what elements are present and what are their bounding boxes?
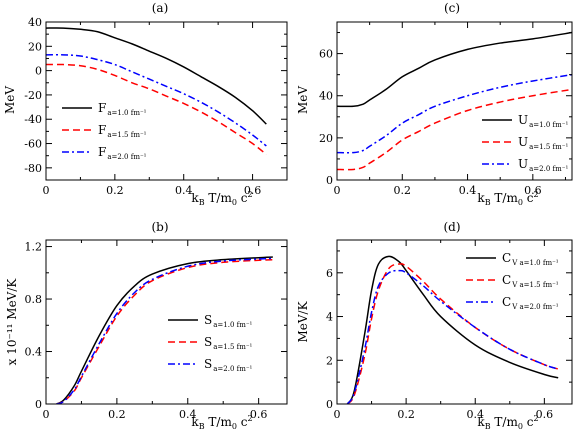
panel-d: (d) 0 0.2 0.4 0.6 0 2 4 6 MeV/K kB T/m0 c2 CV a=1.0… (296, 220, 573, 431)
y-axis-label: x 10⁻¹¹ MeV/K (5, 278, 19, 366)
y-tick-label: -40 (24, 113, 42, 126)
series-line-3 (337, 73, 572, 154)
series-line-1 (337, 31, 572, 108)
panel-letter: (b) (151, 220, 168, 234)
panel-letter: (d) (443, 220, 460, 234)
plot-frame (336, 239, 573, 405)
x-tick-label: 0 (334, 184, 341, 197)
x-tick-label: 0.4 (175, 184, 193, 197)
x-tick-label: 0 (334, 408, 341, 421)
x-tick-label: 0.2 (394, 184, 412, 197)
y-tick-label: 0 (35, 398, 42, 411)
y-axis-label: MeV (296, 86, 310, 114)
x-axis-label: kB T/m0 c2 (191, 414, 252, 431)
x-tick-label: 0.6 (250, 408, 268, 421)
y-tick-label: 0.8 (25, 293, 43, 306)
y-tick-label: 40 (319, 90, 333, 103)
x-axis-label: kB T/m0 c2 (191, 190, 252, 207)
legend-entry-3: Fa=2.0 fm⁻¹ (98, 145, 147, 161)
x-tick-label: 0.6 (244, 184, 262, 197)
y-tick-label: 0 (326, 398, 333, 411)
legend-entry-3: CV a=2.0 fm⁻¹ (502, 295, 559, 311)
y-tick-label: 0.4 (25, 346, 43, 359)
y-tick-label: -80 (24, 162, 42, 175)
y-tick-label: 60 (319, 48, 333, 61)
x-axis-label: kB T/m0 c2 (477, 190, 538, 207)
panel-c: (c) 0 0.2 0.4 0.6 0 20 40 60 MeV kB T/m0 c2 Ua=1.0 … (296, 1, 573, 207)
series-line-3 (56, 257, 273, 404)
x-tick-label: 0.2 (397, 408, 415, 421)
x-tick-label: 0.2 (108, 408, 126, 421)
y-tick-label: 4 (326, 311, 333, 324)
panel-letter: (c) (444, 1, 460, 15)
y-tick-label: 0 (35, 65, 42, 78)
y-axis-label: MeV/K (296, 300, 310, 342)
series-line-2 (346, 263, 559, 404)
y-tick-label: 1.2 (25, 241, 43, 254)
legend-entry-3: Sa=2.0 fm⁻¹ (204, 357, 253, 373)
series-line-3 (346, 269, 559, 404)
legend-entry-1: Sa=1.0 fm⁻¹ (204, 313, 253, 329)
plot-frame (45, 239, 288, 405)
y-tick-label: 6 (326, 267, 333, 280)
series-line-2 (56, 258, 273, 404)
series-line-2 (46, 63, 267, 156)
y-tick-label: 20 (28, 40, 42, 53)
legend-entry-1: Fa=1.0 fm⁻¹ (98, 101, 147, 117)
legend-entry-1: Ua=1.0 fm⁻¹ (518, 113, 568, 129)
y-tick-label: 20 (319, 132, 333, 145)
x-tick-label: 0.4 (459, 184, 477, 197)
panel-letter: (a) (152, 1, 169, 15)
y-tick-label: -60 (24, 138, 42, 151)
x-tick-label: 0.6 (524, 184, 542, 197)
x-axis-label: kB T/m0 c2 (477, 414, 538, 431)
plot-frame (45, 21, 288, 181)
y-axis-label: MeV (3, 86, 17, 114)
legend-entry-2: Sa=1.5 fm⁻¹ (204, 335, 253, 351)
y-tick-label: 2 (326, 354, 333, 367)
y-tick-label: -20 (24, 89, 42, 102)
series-line-1 (56, 256, 273, 404)
panel-b: (b) 0 0.2 0.4 0.6 0 0.4 0.8 1.2 x 10⁻¹¹ MeV/K kB T… (5, 220, 288, 431)
legend-entry-3: Ua=2.0 fm⁻¹ (518, 157, 568, 173)
x-tick-label: 0.4 (466, 408, 484, 421)
x-tick-label: 0.2 (106, 184, 124, 197)
series-line-3 (46, 53, 267, 147)
legend-entry-1: CV a=1.0 fm⁻¹ (502, 251, 559, 267)
plot-frame (336, 21, 573, 181)
x-tick-label: 0.4 (179, 408, 197, 421)
x-tick-label: 0 (43, 184, 50, 197)
legend-entry-2: CV a=1.5 fm⁻¹ (502, 273, 559, 289)
legend-entry-2: Ua=1.5 fm⁻¹ (518, 135, 568, 151)
series-line-1 (346, 255, 559, 404)
x-tick-label: 0 (43, 408, 50, 421)
x-tick-label: 0.6 (536, 408, 554, 421)
y-tick-label: 40 (28, 16, 42, 29)
y-tick-label: 0 (326, 174, 333, 187)
series-line-2 (337, 88, 572, 171)
panel-a: (a) 0 0.2 0.4 0.6 40 20 0 -20 -40 -60 -80 MeV kB T/m0… (3, 1, 288, 207)
legend-entry-2: Fa=1.5 fm⁻¹ (98, 123, 147, 139)
series-line-1 (46, 27, 267, 125)
